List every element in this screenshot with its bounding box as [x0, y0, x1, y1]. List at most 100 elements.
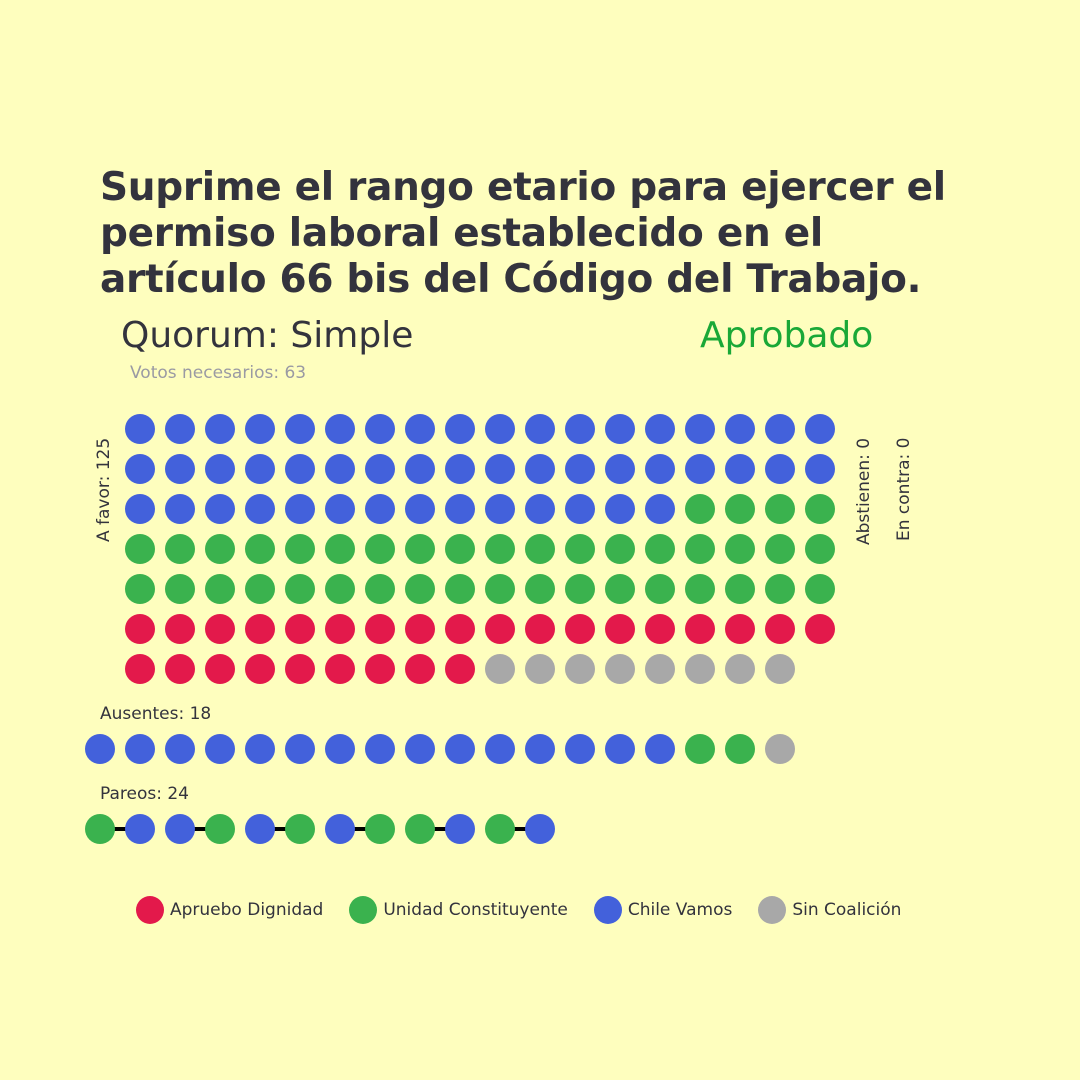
- legend-label-apruebo-dignidad: Apruebo Dignidad: [170, 900, 324, 920]
- favor-dot-sin-coalicion: [525, 654, 555, 684]
- favor-dot-chile-vamos: [285, 414, 315, 444]
- favor-dot-chile-vamos: [285, 494, 315, 524]
- favor-dot-chile-vamos: [485, 454, 515, 484]
- favor-dot-apruebo-dignidad: [605, 614, 635, 644]
- favor-dot-apruebo-dignidad: [165, 614, 195, 644]
- ausente-dot-chile-vamos: [405, 734, 435, 764]
- favor-dot-apruebo-dignidad: [485, 614, 515, 644]
- favor-dot-chile-vamos: [605, 494, 635, 524]
- favor-dot-unidad-constituyente: [125, 534, 155, 564]
- favor-dot-chile-vamos: [645, 414, 675, 444]
- favor-dot-apruebo-dignidad: [445, 654, 475, 684]
- ausente-dot-chile-vamos: [85, 734, 115, 764]
- favor-dot-sin-coalicion: [685, 654, 715, 684]
- favor-dot-chile-vamos: [245, 414, 275, 444]
- favor-dot-unidad-constituyente: [245, 534, 275, 564]
- favor-dot-sin-coalicion: [725, 654, 755, 684]
- ausente-dot-chile-vamos: [525, 734, 555, 764]
- favor-dot-apruebo-dignidad: [365, 614, 395, 644]
- favor-dot-unidad-constituyente: [485, 534, 515, 564]
- pareos-label: Pareos: 24: [100, 784, 190, 804]
- favor-dot-unidad-constituyente: [285, 574, 315, 604]
- favor-dot-chile-vamos: [365, 414, 395, 444]
- pareo-dot-chile-vamos: [165, 814, 195, 844]
- favor-dot-chile-vamos: [485, 494, 515, 524]
- ausente-dot-chile-vamos: [365, 734, 395, 764]
- favor-dot-unidad-constituyente: [405, 574, 435, 604]
- favor-dot-apruebo-dignidad: [245, 614, 275, 644]
- favor-dot-unidad-constituyente: [165, 534, 195, 564]
- favor-dot-apruebo-dignidad: [205, 654, 235, 684]
- favor-dot-chile-vamos: [525, 494, 555, 524]
- favor-dot-unidad-constituyente: [285, 534, 315, 564]
- pareo-dot-unidad-constituyente: [285, 814, 315, 844]
- favor-dot-apruebo-dignidad: [285, 654, 315, 684]
- favor-dot-chile-vamos: [685, 454, 715, 484]
- favor-dot-apruebo-dignidad: [365, 654, 395, 684]
- favor-dot-apruebo-dignidad: [685, 614, 715, 644]
- legend-label-unidad-constituyente: Unidad Constituyente: [383, 900, 568, 920]
- favor-dot-unidad-constituyente: [405, 534, 435, 564]
- pareo-dot-chile-vamos: [125, 814, 155, 844]
- favor-dot-chile-vamos: [245, 494, 275, 524]
- ausente-dot-chile-vamos: [445, 734, 475, 764]
- favor-dot-unidad-constituyente: [205, 534, 235, 564]
- favor-dot-chile-vamos: [645, 494, 675, 524]
- favor-dot-chile-vamos: [325, 454, 355, 484]
- favor-dot-chile-vamos: [805, 454, 835, 484]
- favor-dot-apruebo-dignidad: [325, 654, 355, 684]
- ausente-dot-unidad-constituyente: [685, 734, 715, 764]
- favor-dot-apruebo-dignidad: [645, 614, 675, 644]
- favor-dot-unidad-constituyente: [445, 574, 475, 604]
- favor-dot-chile-vamos: [525, 414, 555, 444]
- legend-swatch-unidad-constituyente: [349, 896, 378, 924]
- favor-dot-unidad-constituyente: [125, 574, 155, 604]
- favor-dot-sin-coalicion: [645, 654, 675, 684]
- favor-dot-unidad-constituyente: [645, 534, 675, 564]
- favor-dot-chile-vamos: [725, 414, 755, 444]
- ausente-dot-chile-vamos: [565, 734, 595, 764]
- legend-swatch-sin-coalicion: [758, 896, 787, 924]
- favor-dot-sin-coalicion: [565, 654, 595, 684]
- pareo-dot-unidad-constituyente: [85, 814, 115, 844]
- favor-dot-chile-vamos: [605, 414, 635, 444]
- favor-dot-unidad-constituyente: [765, 574, 795, 604]
- favor-dot-unidad-constituyente: [525, 574, 555, 604]
- favor-dot-unidad-constituyente: [565, 534, 595, 564]
- favor-dot-unidad-constituyente: [525, 534, 555, 564]
- favor-dot-unidad-constituyente: [685, 494, 715, 524]
- a-favor-dots: [125, 414, 835, 684]
- favor-dot-unidad-constituyente: [485, 574, 515, 604]
- favor-dot-chile-vamos: [605, 454, 635, 484]
- favor-dot-chile-vamos: [445, 454, 475, 484]
- legend-swatch-apruebo-dignidad: [136, 896, 164, 924]
- pareo-dot-unidad-constituyente: [405, 814, 435, 844]
- favor-dot-unidad-constituyente: [685, 534, 715, 564]
- favor-dot-chile-vamos: [165, 414, 195, 444]
- favor-dot-chile-vamos: [365, 494, 395, 524]
- favor-dot-chile-vamos: [365, 454, 395, 484]
- pareo-dot-chile-vamos: [525, 814, 555, 844]
- favor-dot-unidad-constituyente: [805, 534, 835, 564]
- favor-dot-unidad-constituyente: [165, 574, 195, 604]
- favor-dot-apruebo-dignidad: [765, 614, 795, 644]
- ausente-dot-chile-vamos: [485, 734, 515, 764]
- legend-item-chile-vamos: Chile Vamos: [593, 896, 732, 924]
- ausente-dot-chile-vamos: [645, 734, 675, 764]
- favor-dot-unidad-constituyente: [205, 574, 235, 604]
- favor-dot-unidad-constituyente: [725, 494, 755, 524]
- favor-dot-chile-vamos: [285, 454, 315, 484]
- favor-dot-unidad-constituyente: [445, 534, 475, 564]
- ausente-dot-sin-coalicion: [765, 734, 795, 764]
- favor-dot-unidad-constituyente: [765, 494, 795, 524]
- chart-title: Suprime el rango etario para ejercer el …: [100, 165, 946, 302]
- favor-dot-chile-vamos: [205, 414, 235, 444]
- favor-dot-chile-vamos: [165, 494, 195, 524]
- favor-dot-chile-vamos: [405, 494, 435, 524]
- favor-dot-apruebo-dignidad: [805, 614, 835, 644]
- favor-dot-unidad-constituyente: [365, 574, 395, 604]
- legend-swatch-chile-vamos: [593, 896, 622, 924]
- favor-dot-chile-vamos: [805, 414, 835, 444]
- favor-dot-unidad-constituyente: [245, 574, 275, 604]
- favor-dot-chile-vamos: [325, 494, 355, 524]
